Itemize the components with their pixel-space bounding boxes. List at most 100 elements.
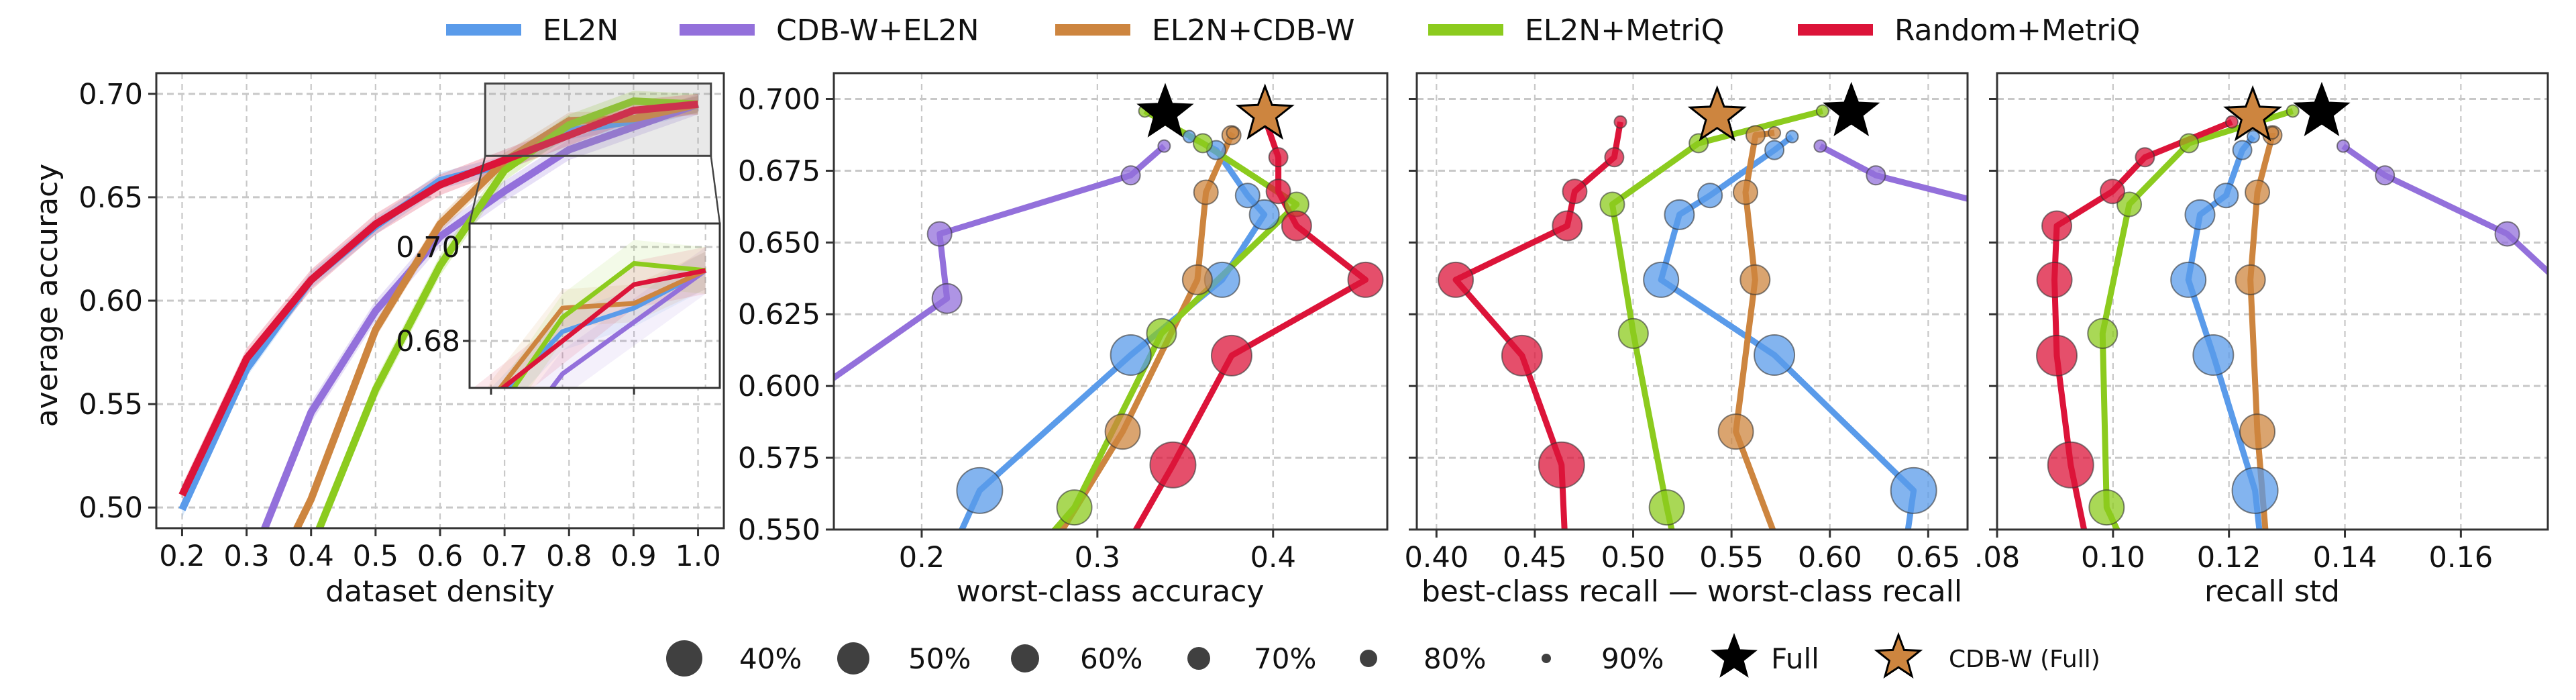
marker-size-legend: 40% 50% 60% 70% 80% 90% Full CDB-W (Full)	[666, 632, 2100, 679]
legend-swatch	[1798, 24, 1873, 36]
point-random_metriq-90	[1613, 115, 1627, 129]
full-star	[1136, 83, 1194, 138]
cdbw-full-star	[1235, 83, 1295, 140]
point-cdbw_el2n-70	[926, 221, 953, 247]
inset-line-el2n	[505, 268, 707, 388]
point-cdbw_el2n-90	[1813, 139, 1827, 153]
point-random_metriq-80	[2135, 147, 2155, 168]
ylabel-average-accuracy: average accuracy	[30, 164, 64, 428]
point-random_metriq-50	[2036, 261, 2073, 298]
point-el2n_cdbw-70	[1193, 179, 1219, 205]
point-el2n_metriq-80	[1193, 133, 1213, 154]
axes-frame	[833, 72, 1389, 531]
point-random_metriq-90	[2225, 115, 2239, 129]
inset-plot-area	[473, 240, 707, 388]
point-el2n-70	[2213, 183, 2239, 209]
point-random_metriq-70	[1265, 179, 1291, 205]
xlabel-recall-std: recall std	[2204, 574, 2340, 609]
y-tick-label: 0.575	[738, 442, 820, 475]
full-star	[1823, 81, 1880, 137]
legend-item-random_metriq: Random+MetriQ	[1798, 13, 2140, 48]
point-el2n-80	[2232, 140, 2253, 160]
size-marker-icon	[1187, 647, 1210, 670]
size-marker-icon	[1011, 644, 1039, 672]
size-legend-label: 40%	[739, 642, 802, 675]
y-tick-label: 0.550	[738, 513, 820, 547]
point-cdbw_el2n-80	[1866, 165, 1886, 186]
legend-swatch	[1428, 24, 1503, 36]
x-tick-label: 0.2	[159, 540, 205, 573]
point-el2n_metriq-70	[2116, 191, 2143, 217]
plot-area	[2036, 104, 2576, 530]
trajectory-el2n	[1658, 134, 1917, 530]
point-cdbw_el2n-70	[2494, 221, 2520, 247]
x-tick-label: 0.50	[1601, 541, 1666, 574]
zoom-connector	[468, 155, 486, 224]
point-el2n-50	[1643, 261, 1680, 298]
point-random_metriq-80	[1268, 147, 1289, 168]
line-el2n	[178, 100, 699, 511]
axes-frame	[1415, 72, 1969, 531]
size-legend-item: 70%	[1187, 642, 1316, 675]
trajectory-el2n_metriq	[1609, 108, 1824, 530]
point-cdbw_el2n-90	[1157, 139, 1171, 153]
point-el2n_metriq-80	[2179, 133, 2200, 154]
legend-item-el2n_metriq: EL2N+MetriQ	[1428, 13, 1724, 48]
x-tick-label: 0.16	[2428, 541, 2493, 574]
inset-axes: 0.68 0.70	[396, 222, 721, 395]
point-el2n-90	[2246, 130, 2260, 144]
star-icon	[1874, 632, 1923, 679]
point-random_metriq-40	[1501, 334, 1543, 377]
point-el2n_metriq-60	[1146, 317, 1177, 349]
size-legend-label: 90%	[1601, 642, 1664, 675]
x-tick-label: 0.8	[546, 540, 592, 573]
xlabel-dataset-density: dataset density	[325, 574, 555, 609]
point-el2n_cdbw-90	[1226, 126, 1240, 140]
point-random_metriq-50	[1347, 261, 1384, 298]
y-tick-label: 0.650	[738, 226, 820, 260]
confidence-band-random_metriq	[182, 93, 698, 506]
inset-line-random_metriq	[499, 268, 706, 388]
point-random_metriq-30	[1538, 441, 1585, 489]
legend-swatch	[680, 24, 755, 36]
point-el2n-60	[1248, 199, 1280, 230]
point-el2n-40	[2192, 334, 2235, 376]
point-el2n-90	[1785, 130, 1799, 144]
point-el2n_cdbw-60	[1181, 264, 1213, 295]
size-marker-icon	[666, 640, 702, 677]
size-legend-item: 90%	[1542, 642, 1664, 675]
point-el2n_metriq-50	[1648, 489, 1685, 526]
full-legend-label: Full	[1771, 642, 1819, 675]
y-tick-label: 0.675	[738, 154, 820, 188]
point-cdbw_el2n-80	[1120, 165, 1141, 186]
size-legend-item: 60%	[1011, 642, 1142, 675]
point-random_metriq-50	[1438, 261, 1474, 298]
point-el2n_metriq-60	[1617, 317, 1649, 349]
size-legend-item: 80%	[1360, 642, 1486, 675]
point-random_metriq-30	[2047, 441, 2094, 489]
inset-y-tick-label: 0.70	[396, 231, 460, 264]
size-legend-label: 70%	[1254, 642, 1316, 675]
inset-line-el2n_metriq	[511, 260, 706, 388]
legend-swatch	[1055, 24, 1130, 36]
legend-label: CDB-W+EL2N	[776, 13, 979, 48]
inset-y-tick-label: 0.68	[396, 325, 460, 358]
line-el2n_metriq	[315, 97, 698, 528]
point-cdbw_el2n-60	[2562, 284, 2576, 313]
size-marker-icon	[1360, 650, 1377, 667]
y-tick-label: 0.50	[78, 491, 143, 525]
point-el2n-60	[1664, 199, 1695, 230]
point-el2n_cdbw-50	[1104, 413, 1141, 450]
x-tick-label: 0.55	[1699, 541, 1764, 574]
point-el2n_metriq-60	[2087, 317, 2118, 349]
plot-area	[1438, 104, 1968, 530]
point-el2n-30	[956, 466, 1004, 514]
point-random_metriq-40	[2036, 334, 2078, 377]
point-random_metriq-70	[1562, 179, 1588, 205]
point-el2n_cdbw-70	[2245, 179, 2271, 205]
point-random_metriq-40	[1210, 334, 1252, 377]
point-el2n-30	[2231, 466, 2279, 514]
cdbw-full-star	[2223, 85, 2283, 142]
y-tick-label: 0.65	[78, 181, 143, 215]
point-el2n_cdbw-80	[1745, 125, 1766, 146]
